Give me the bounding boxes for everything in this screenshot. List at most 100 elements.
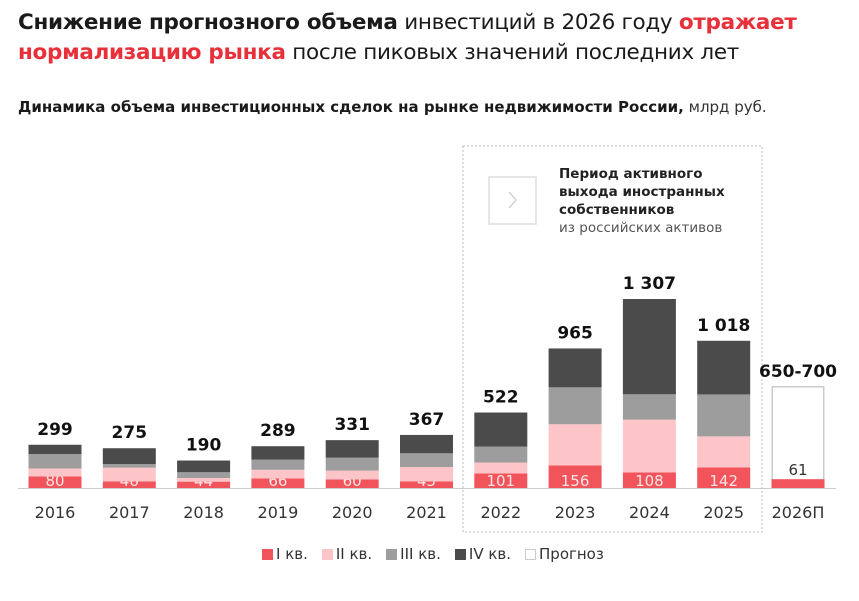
forecast-bar (771, 386, 825, 489)
bar-segment-4 (697, 340, 751, 395)
x-tick-label: 2017 (109, 503, 150, 522)
bar-segment-1 (28, 476, 82, 488)
legend-label: II кв. (335, 545, 373, 563)
bar-segment-1 (102, 481, 156, 488)
x-tick-label: 2022 (480, 503, 521, 522)
bar-segment-2 (400, 467, 453, 482)
bar-segment-4 (325, 440, 379, 458)
q1-value-label: 80 (45, 472, 64, 490)
total-label: 289 (260, 421, 296, 441)
x-tick-label: 2021 (406, 503, 447, 522)
bar-segment-3 (102, 463, 156, 468)
q1-value-label: 108 (635, 472, 664, 490)
bar-segment-4 (177, 460, 231, 473)
bar-segment-1 (622, 472, 676, 488)
bar-segment-3 (28, 454, 82, 469)
total-label: 275 (112, 423, 148, 443)
page-title: Снижение прогнозного объема инвестиций в… (18, 8, 797, 68)
chart-title: Динамика объема инвестиционных сделок на… (18, 98, 767, 116)
q1-value-label: 156 (561, 472, 590, 490)
legend-label: I кв. (276, 545, 308, 563)
bar-segment-2 (177, 478, 231, 482)
legend-label: IV кв. (468, 545, 512, 563)
q1-value-label: 61 (788, 461, 807, 479)
legend-item: IV кв. (454, 545, 512, 563)
annotation-line: выхода иностранных (559, 184, 725, 200)
bar-segment-3 (177, 472, 231, 479)
bar-segment-3 (548, 387, 602, 425)
x-tick-label: 2019 (258, 503, 299, 522)
bar-segment-4 (251, 446, 305, 460)
legend-label: III кв. (400, 545, 441, 563)
legend-item: Прогноз (525, 545, 604, 563)
x-tick-label: 2026П (772, 503, 825, 522)
legend-swatch (262, 548, 273, 560)
x-tick-label: 2023 (555, 503, 596, 522)
bar-segment-2 (622, 419, 676, 473)
x-tick-label: 2025 (703, 503, 744, 522)
total-label: 650-700 (759, 362, 837, 382)
bar-segment-2 (28, 468, 82, 477)
x-tick-label: 2024 (629, 503, 670, 522)
annotation-line: Период активного (559, 166, 702, 182)
bar-segment-4 (102, 448, 156, 464)
legend-swatch (386, 548, 398, 560)
chart-title-text: Динамика объема инвестиционных сделок на… (18, 98, 684, 116)
bar-segment-2 (251, 469, 305, 479)
title-normal-2: после пиковых значений последних лет (285, 40, 740, 65)
total-label: 190 (186, 436, 222, 456)
bar-segment-1 (548, 465, 602, 488)
bar-segment-1 (177, 481, 231, 488)
period-highlight-box (462, 145, 763, 533)
bar-segment-4 (548, 348, 602, 388)
bar-segment-4 (622, 299, 676, 395)
q1-value-label: 101 (486, 472, 515, 490)
bar-segment-2 (325, 470, 379, 480)
bar-segment-3 (400, 453, 453, 468)
total-label: 299 (37, 420, 73, 440)
total-label: 367 (409, 410, 445, 430)
legend-item: I кв. (262, 545, 308, 563)
bar-segment-3 (622, 394, 676, 420)
legend-item: II кв. (321, 545, 373, 563)
bar-segment-4 (400, 434, 453, 454)
legend-swatch (454, 548, 466, 560)
legend-swatch (525, 548, 537, 560)
x-tick-label: 2018 (183, 503, 224, 522)
total-label: 1 018 (697, 316, 750, 336)
bar-segment-3 (697, 394, 751, 437)
total-label: 1 307 (623, 274, 676, 294)
bar-segment-2 (474, 462, 528, 474)
bar-segment-2 (697, 436, 751, 468)
legend-item: III кв. (386, 545, 441, 563)
bar-segment-1 (771, 479, 825, 488)
bar-segment-1 (325, 479, 379, 488)
arrow-box (488, 176, 537, 225)
bar-segment-2 (102, 467, 156, 482)
bar-segment-2 (548, 424, 602, 466)
q1-value-label: 142 (709, 472, 738, 490)
chart-unit: млрд руб. (688, 98, 767, 116)
title-normal: инвестиций в 2026 году (397, 10, 679, 35)
title-red: отражает (678, 10, 797, 35)
x-tick-label: 2020 (332, 503, 373, 522)
x-tick-label: 2016 (35, 503, 76, 522)
bar-segment-1 (697, 467, 751, 488)
title-bold: Снижение прогнозного объема (18, 10, 398, 35)
total-label: 965 (557, 323, 593, 343)
bar-segment-1 (474, 473, 528, 488)
legend: I кв. II кв. III кв. IV кв. Прогноз (262, 545, 604, 563)
legend-swatch (321, 548, 333, 560)
legend-label: Прогноз (539, 545, 604, 563)
bar-segment-4 (474, 412, 528, 447)
bar-segment-3 (474, 446, 528, 463)
total-label: 522 (483, 388, 519, 408)
bar-segment-4 (28, 444, 82, 455)
bar-segment-3 (251, 459, 305, 470)
chevron-right-icon (508, 191, 517, 209)
bar-segment-3 (325, 457, 379, 471)
annotation-line: собственников (559, 202, 674, 218)
bar-segment-1 (400, 481, 453, 488)
